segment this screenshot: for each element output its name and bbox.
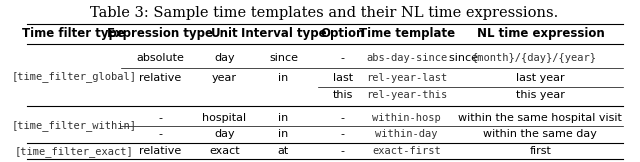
Text: Interval type: Interval type [241,27,326,40]
Text: within-hosp: within-hosp [372,113,441,123]
Text: Unit: Unit [211,27,238,40]
Text: since: since [269,53,298,63]
Text: Expression type: Expression type [108,27,213,40]
Text: NL time expression: NL time expression [477,27,604,40]
Text: hospital: hospital [202,113,246,123]
Text: Option: Option [321,27,365,40]
Text: first: first [529,146,551,156]
Text: [time_filter_within]: [time_filter_within] [11,121,136,131]
Text: Time filter type: Time filter type [22,27,125,40]
Text: last: last [333,73,353,83]
Text: relative: relative [140,73,182,83]
Text: rel-year-last: rel-year-last [366,73,447,83]
Text: -: - [340,129,345,139]
Text: [time_filter_exact]: [time_filter_exact] [14,146,133,156]
Text: relative: relative [140,146,182,156]
Text: within the same hospital visit: within the same hospital visit [458,113,622,123]
Text: absolute: absolute [136,53,184,63]
Text: at: at [278,146,289,156]
Text: this year: this year [516,90,565,100]
Text: Table 3: Sample time templates and their NL time expressions.: Table 3: Sample time templates and their… [90,6,559,20]
Text: -: - [340,53,345,63]
Text: -: - [158,129,163,139]
Text: exact-first: exact-first [372,146,441,156]
Text: in: in [278,129,289,139]
Text: day: day [214,53,234,63]
Text: {month}/{day}/{year}: {month}/{day}/{year} [472,53,597,63]
Text: within-day: within-day [376,129,438,139]
Text: year: year [212,73,237,83]
Text: Time template: Time template [358,27,454,40]
Text: this: this [333,90,353,100]
Text: day: day [214,129,234,139]
Text: in: in [278,113,289,123]
Text: last year: last year [516,73,564,83]
Text: [time_filter_global]: [time_filter_global] [11,71,136,82]
Text: rel-year-this: rel-year-this [366,90,447,100]
Text: within the same day: within the same day [483,129,597,139]
Text: -: - [158,113,163,123]
Text: -: - [340,113,345,123]
Text: in: in [278,73,289,83]
Text: -: - [340,146,345,156]
Text: since: since [449,53,482,63]
Text: abs-day-since: abs-day-since [366,53,447,63]
Text: exact: exact [209,146,239,156]
